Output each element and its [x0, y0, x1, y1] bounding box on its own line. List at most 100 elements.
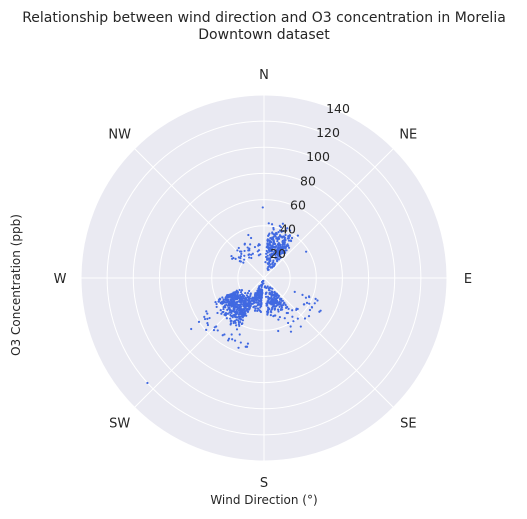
data-point [295, 307, 298, 310]
data-point [265, 252, 268, 255]
data-point [282, 229, 285, 233]
data-point [203, 315, 206, 318]
data-point [224, 312, 228, 315]
compass-label-sw: SW [109, 416, 130, 431]
data-point [256, 250, 259, 253]
data-point [225, 317, 228, 320]
data-point [229, 303, 232, 306]
data-point [272, 315, 275, 318]
data-point [237, 256, 240, 259]
data-point [281, 248, 284, 251]
data-point [247, 295, 250, 298]
data-point [269, 263, 272, 266]
data-point [226, 304, 229, 307]
data-point [288, 234, 291, 238]
data-point [257, 291, 260, 294]
data-point [261, 282, 264, 285]
data-point [220, 312, 223, 315]
data-point [273, 242, 277, 246]
data-point [230, 333, 233, 336]
data-point [270, 311, 273, 314]
data-point [218, 297, 222, 300]
data-point [259, 309, 262, 313]
data-point [205, 310, 208, 313]
data-point [197, 320, 201, 323]
data-point [238, 315, 242, 318]
data-point [286, 321, 290, 325]
data-point [266, 267, 269, 270]
data-point [277, 318, 280, 321]
data-point [230, 311, 233, 315]
data-point [270, 245, 273, 248]
data-point [303, 317, 307, 320]
data-point [276, 299, 279, 303]
compass-label-w: W [54, 272, 67, 287]
data-point [241, 312, 244, 315]
data-point [270, 238, 273, 241]
data-point [267, 297, 270, 300]
data-point [259, 296, 262, 300]
data-point [260, 284, 263, 287]
data-point [267, 222, 270, 225]
data-point [258, 293, 262, 297]
data-point [229, 298, 232, 301]
data-point [235, 328, 239, 331]
compass-labels: N NE E SE S SW W NW [54, 68, 473, 491]
data-point [270, 223, 274, 226]
grid-spoke [263, 277, 394, 408]
data-point [271, 291, 274, 294]
data-point [249, 293, 252, 296]
data-point [230, 305, 233, 308]
data-point [231, 292, 234, 295]
data-point [305, 301, 309, 304]
data-point [260, 280, 264, 284]
data-point [266, 239, 269, 242]
data-point [286, 237, 289, 240]
data-point [270, 295, 273, 298]
data-point [247, 253, 250, 256]
data-point [269, 314, 272, 317]
data-point [253, 309, 257, 312]
data-point [240, 252, 243, 255]
data-point [206, 322, 209, 325]
data-point [269, 249, 272, 252]
data-point [287, 307, 290, 310]
data-point [290, 236, 294, 240]
data-point [235, 311, 238, 314]
data-point [241, 309, 245, 312]
data-point [232, 306, 235, 310]
data-point [283, 238, 286, 241]
data-point [222, 298, 225, 301]
data-point [260, 293, 264, 296]
data-point [242, 295, 245, 298]
data-point [239, 294, 242, 297]
data-point [268, 232, 271, 235]
data-point [237, 246, 240, 250]
data-point [291, 315, 294, 318]
data-point [265, 249, 268, 253]
data-point [277, 244, 280, 247]
data-point [227, 339, 230, 342]
data-point [293, 290, 296, 293]
data-point [278, 246, 281, 250]
data-point [304, 296, 308, 299]
data-point [249, 243, 252, 246]
data-point [271, 305, 275, 308]
data-point [286, 227, 289, 230]
data-point [238, 324, 241, 327]
data-point [243, 306, 246, 309]
data-point [239, 260, 243, 263]
radial-tick-labels: 20 40 60 80 100 120 140 [270, 101, 350, 261]
data-point [276, 257, 279, 260]
data-point [272, 235, 275, 238]
data-point [273, 294, 276, 297]
data-point [233, 292, 236, 295]
data-point [271, 300, 274, 303]
data-point [275, 237, 278, 240]
data-point [283, 235, 286, 239]
data-point [319, 309, 322, 312]
data-point [231, 314, 234, 318]
data-point [248, 247, 251, 250]
data-point [240, 322, 243, 326]
